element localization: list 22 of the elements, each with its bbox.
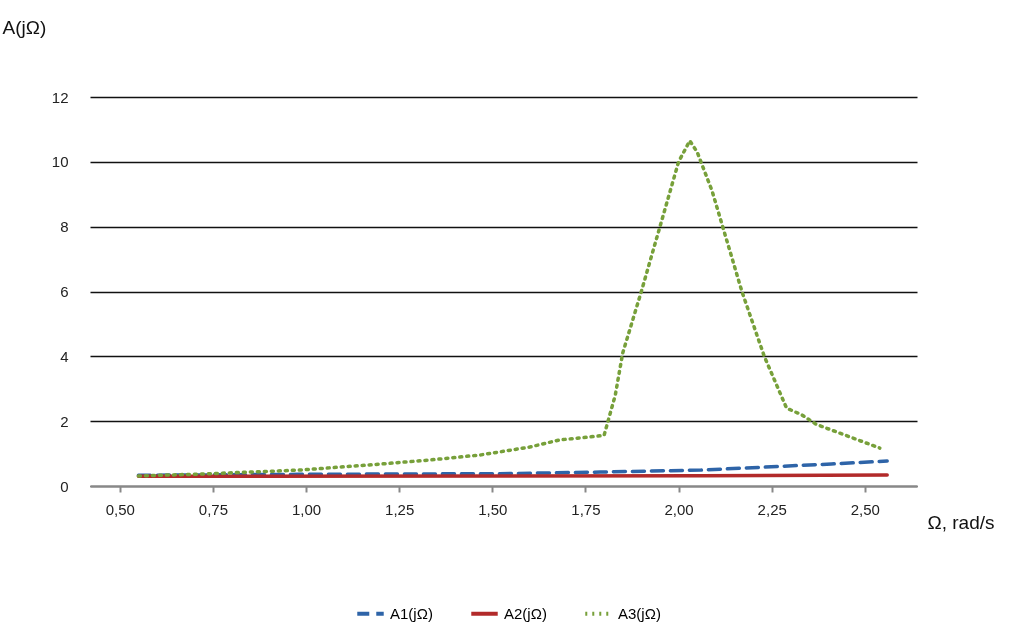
y-tick-label: 2 <box>60 412 69 430</box>
x-tick-label: 1,75 <box>571 500 601 518</box>
legend-label: A3(jΩ) <box>618 604 661 622</box>
x-tick-label: 1,25 <box>385 500 415 518</box>
y-axis-title: A(jΩ) <box>2 16 47 38</box>
x-tick-label: 2,00 <box>664 500 694 518</box>
x-tick-label: 0,50 <box>105 500 135 518</box>
legend-label: A2(jΩ) <box>504 604 547 622</box>
y-tick-label: 6 <box>60 283 69 300</box>
line-series <box>136 139 882 478</box>
y-tick-label: 12 <box>51 88 69 106</box>
x-axis-title: Ω, rad/s <box>927 511 995 533</box>
y-tick-label: 0 <box>60 477 69 495</box>
x-tick-label: 2,50 <box>850 500 880 518</box>
legend-label: A1(jΩ) <box>390 604 433 622</box>
y-tick-label: 8 <box>60 218 69 236</box>
x-tick-label: 0,75 <box>198 500 229 518</box>
x-tick-label: 1,50 <box>478 500 508 518</box>
x-tick-label: 1,00 <box>291 500 322 518</box>
y-tick-label: 4 <box>60 347 69 365</box>
y-tick-label: 10 <box>51 153 69 171</box>
x-tick-label: 2,25 <box>757 500 787 518</box>
